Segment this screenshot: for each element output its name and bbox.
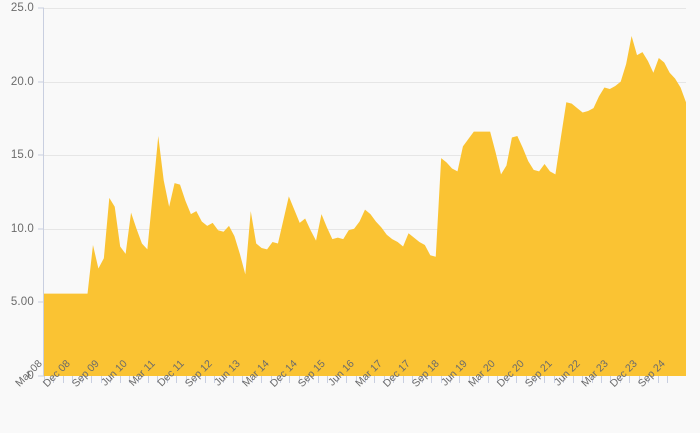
x-axis-tick-mark bbox=[544, 376, 546, 383]
x-axis-tick-mark bbox=[582, 376, 584, 383]
x-axis-tick-mark bbox=[62, 376, 64, 383]
y-axis-tick-mark bbox=[38, 81, 44, 83]
x-axis-tick-mark bbox=[213, 376, 215, 383]
x-axis-tick-mark bbox=[365, 376, 366, 383]
x-axis-tick-mark bbox=[242, 376, 244, 383]
x-axis-tick-mark bbox=[667, 376, 669, 383]
x-axis-tick-mark bbox=[100, 376, 102, 383]
plot-area bbox=[44, 8, 686, 376]
x-axis-tick-mark bbox=[421, 376, 423, 383]
x-axis-tick-mark bbox=[506, 376, 508, 383]
gridline bbox=[44, 81, 686, 83]
x-axis-tick-mark bbox=[72, 376, 74, 383]
gridline bbox=[44, 155, 686, 157]
y-axis-tick-label: 15.0 bbox=[10, 149, 34, 162]
x-axis-tick-mark bbox=[393, 376, 395, 383]
x-axis-tick-mark bbox=[336, 376, 338, 383]
x-axis-tick-mark bbox=[308, 376, 310, 383]
x-axis-tick-mark bbox=[459, 376, 461, 383]
x-axis-tick-mark bbox=[53, 376, 55, 383]
x-axis-tick-mark bbox=[431, 376, 433, 383]
x-axis-tick-mark bbox=[487, 376, 489, 383]
y-axis-tick-label: 5.00 bbox=[10, 296, 34, 309]
x-axis-tick-mark bbox=[157, 376, 159, 383]
x-axis-tick-mark bbox=[563, 376, 565, 383]
x-axis-tick-mark bbox=[534, 376, 536, 383]
y-axis-tick-mark bbox=[38, 7, 44, 9]
y-axis-tick-label: 25.0 bbox=[10, 2, 34, 14]
x-axis-tick-mark bbox=[449, 376, 451, 383]
x-axis-tick-mark bbox=[629, 376, 631, 383]
x-axis-tick-mark bbox=[346, 376, 348, 383]
x-axis-tick-mark bbox=[440, 376, 442, 383]
x-axis-tick-mark bbox=[478, 376, 480, 383]
x-axis-tick-mark bbox=[110, 376, 112, 383]
x-axis-tick-mark bbox=[657, 376, 659, 383]
x-axis-tick-mark bbox=[374, 376, 376, 383]
x-axis-tick-mark bbox=[147, 376, 149, 383]
x-axis-tick-mark bbox=[619, 376, 621, 383]
x-axis-tick-mark bbox=[412, 376, 414, 383]
x-axis-tick-mark bbox=[638, 376, 640, 383]
x-axis-tick-mark bbox=[610, 376, 612, 383]
y-axis-tick-label: 10.0 bbox=[10, 222, 34, 235]
x-axis-tick-mark bbox=[553, 376, 555, 383]
gridline bbox=[44, 8, 686, 9]
x-axis-tick-mark bbox=[128, 376, 130, 383]
x-axis-tick-mark bbox=[317, 376, 319, 383]
x-axis-tick-mark bbox=[91, 376, 93, 383]
x-axis-tick-mark bbox=[223, 376, 225, 383]
x-axis-tick-mark bbox=[81, 376, 83, 383]
x-axis-tick-mark bbox=[251, 376, 253, 383]
x-axis-tick-mark bbox=[280, 376, 282, 383]
x-axis-tick-mark bbox=[591, 376, 593, 383]
y-axis-tick-label: 20.0 bbox=[10, 75, 34, 88]
y-axis-line bbox=[43, 8, 44, 376]
x-axis-tick-mark bbox=[166, 376, 168, 383]
x-axis-tick-mark bbox=[270, 376, 272, 383]
y-axis-tick-mark bbox=[38, 301, 44, 303]
x-axis-tick-mark bbox=[261, 376, 263, 383]
y-axis-tick-mark bbox=[38, 228, 44, 230]
y-axis-tick-mark bbox=[38, 154, 44, 156]
x-axis: Mar 08 Dec 08 Sep 09 Jun 10 Mar 11 Dec 11 Sep … bbox=[13, 358, 686, 433]
x-axis-tick-mark bbox=[119, 376, 121, 383]
x-axis-tick-mark bbox=[525, 376, 527, 383]
x-axis-tick-mark bbox=[648, 376, 650, 383]
x-axis-tick-mark bbox=[383, 376, 385, 383]
series-area-path bbox=[44, 35, 686, 376]
x-axis-tick-mark bbox=[204, 376, 206, 383]
x-axis-tick-mark bbox=[468, 376, 470, 383]
x-axis-tick-mark bbox=[572, 376, 574, 383]
y-axis-tick-label: 0 bbox=[27, 370, 34, 382]
x-axis-tick-mark bbox=[402, 376, 404, 383]
x-axis-tick-mark bbox=[327, 376, 329, 383]
x-axis-tick-mark bbox=[44, 376, 45, 383]
x-axis-tick-mark bbox=[232, 376, 234, 383]
x-axis-tick-mark bbox=[289, 376, 291, 383]
x-axis-tick-mark bbox=[298, 376, 300, 383]
y-axis: 0 5.00 10.0 15.0 20.0 25.0 bbox=[0, 0, 44, 382]
x-axis-tick-mark bbox=[516, 376, 518, 383]
x-axis-tick-mark bbox=[601, 376, 603, 383]
x-axis-tick-mark bbox=[185, 376, 187, 383]
x-axis-tick-mark bbox=[355, 376, 357, 383]
x-axis-tick-mark bbox=[497, 376, 499, 383]
x-axis-tick-mark bbox=[195, 376, 197, 383]
area-series-shape bbox=[44, 35, 686, 376]
x-axis-tick-mark bbox=[138, 376, 140, 383]
x-axis-tick-mark bbox=[176, 376, 178, 383]
y-axis-tick-mark bbox=[38, 375, 44, 377]
